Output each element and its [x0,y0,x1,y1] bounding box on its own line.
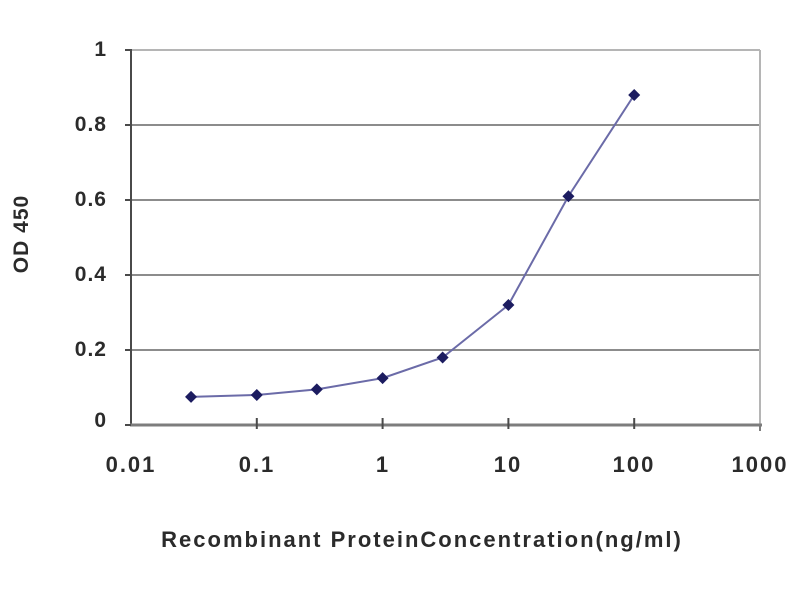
x-tick-label-0.01: 0.01 [105,452,157,477]
x-tick-label-1000: 1000 [731,452,789,477]
standard-curve-line [190,94,636,398]
x-tick-label-10: 10 [493,452,523,477]
y-tick-label-0.4: 0.4 [74,263,107,286]
y-tick-label-0.6: 0.6 [74,188,107,211]
y-tick-label-1: 1 [94,38,107,61]
data-point-marker [502,299,515,311]
data-point-marker [250,389,263,401]
data-point-marker [628,89,641,101]
y-tick-label-0.8: 0.8 [74,113,107,136]
y-tick-label-0: 0 [94,409,107,432]
x-tick-label-100: 100 [612,452,656,477]
data-point-marker [376,372,389,385]
x-axis-title: Recombinant ProteinConcentration(ng/ml) [161,527,683,552]
data-point-marker [436,351,449,364]
x-tick-label-0.1: 0.1 [238,452,276,477]
data-point-marker [310,383,323,396]
data-point-marker [562,190,575,203]
x-tick-label-1: 1 [375,452,391,477]
data-point-marker [185,390,198,403]
y-tick-label-0.2: 0.2 [74,338,107,361]
